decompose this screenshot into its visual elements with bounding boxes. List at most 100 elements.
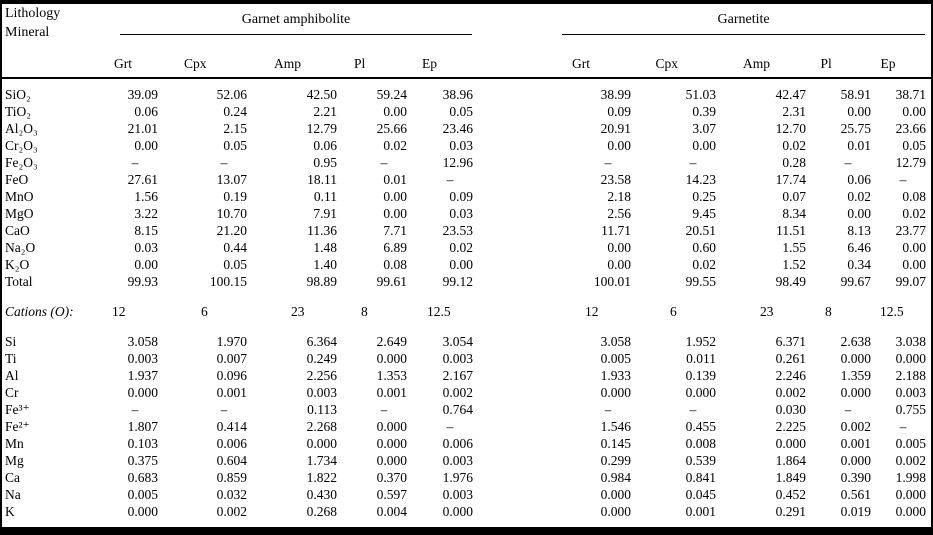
value: – — [899, 172, 907, 187]
value: – — [844, 155, 852, 170]
value-cell: 1.353 — [342, 367, 412, 384]
value-cell: 11.51 — [721, 222, 811, 239]
value: 1.40 — [313, 257, 337, 272]
value-cell: 0.004 — [342, 503, 412, 520]
value: – — [131, 155, 139, 170]
value-cell: 8 — [811, 290, 876, 330]
section-oxides: SiO₂ 39.09 52.06 42.50 59.24 38.96 38.99 51.03 4… — [2, 78, 931, 290]
value-cell: 23.46 — [412, 120, 478, 137]
value-cell: 42.47 — [721, 78, 811, 103]
value: 2.21 — [313, 104, 337, 119]
value: 0.299 — [600, 453, 632, 468]
value-cell: 0.06 — [112, 103, 162, 120]
section-cations: Si 3.058 1.970 6.364 2.649 3.054 3.058 1.952 6.3… — [2, 330, 931, 520]
value-cell: 59.24 — [342, 78, 412, 103]
row-label: TiO₂ — [5, 104, 31, 119]
value-cell: 0.683 — [112, 469, 162, 486]
value-cell: 98.89 — [252, 273, 342, 290]
value: – — [689, 155, 697, 170]
column-gap — [478, 401, 554, 418]
value-cell: 0.000 — [112, 503, 162, 520]
value: 7.71 — [383, 223, 407, 238]
value-cell: 1.807 — [112, 418, 162, 435]
value-cell: – — [811, 401, 876, 418]
value: 0.000 — [685, 385, 717, 400]
column-gap — [478, 486, 554, 503]
value-cell: 2.15 — [162, 120, 252, 137]
value-cell: 25.66 — [342, 120, 412, 137]
value-cell: 0.000 — [876, 350, 931, 367]
table-row: TiO₂ 0.06 0.24 2.21 0.00 0.05 0.09 0.39 2.31 0.00… — [2, 103, 931, 120]
value: 0.002 — [840, 419, 872, 434]
value: 0.02 — [692, 257, 717, 272]
value: 2.649 — [376, 334, 407, 349]
value: 98.89 — [306, 274, 337, 289]
value-cell: 0.003 — [112, 350, 162, 367]
mineral-column-label: Ep — [880, 56, 896, 71]
mineral-column-label: Cpx — [655, 56, 679, 71]
value-cell: 6.364 — [252, 330, 342, 350]
row-label: Cr₂O₃ — [5, 138, 38, 153]
value-cell: 0.000 — [342, 350, 412, 367]
row-label: Na₂O — [5, 240, 36, 255]
value: 51.03 — [685, 87, 717, 102]
value-cell: 1.546 — [554, 418, 636, 435]
value: 0.03 — [449, 206, 474, 221]
value-cell: 0.597 — [342, 486, 412, 503]
value-cell: 0.01 — [342, 171, 412, 188]
value-cell: 2.18 — [554, 188, 636, 205]
value: 0.005 — [600, 351, 632, 366]
mineral-label: Mineral — [5, 25, 50, 40]
mineral-column-header: Cpx — [162, 35, 252, 79]
column-gap — [478, 290, 554, 330]
column-gap — [478, 330, 554, 350]
value: 0.390 — [840, 470, 872, 485]
value-cell: 0.103 — [112, 435, 162, 452]
value-cell: 0.02 — [811, 188, 876, 205]
value: 0.003 — [306, 385, 337, 400]
value-cell: 7.91 — [252, 205, 342, 222]
value-cell: 0.045 — [636, 486, 721, 503]
mineral-column-label: Amp — [274, 56, 301, 71]
value: 0.09 — [449, 189, 474, 204]
value-cell: 0.000 — [554, 503, 636, 520]
table-row: Total 99.93 100.15 98.89 99.61 99.12 100.01 99.… — [2, 273, 931, 290]
value-cell: 0.24 — [162, 103, 252, 120]
value: 0.683 — [127, 470, 158, 485]
value: 0.00 — [607, 138, 632, 153]
value: 23.46 — [442, 121, 474, 136]
value: 100.01 — [593, 274, 632, 289]
value: 23 — [291, 304, 305, 319]
value: 0.07 — [782, 189, 807, 204]
value-cell: 2.256 — [252, 367, 342, 384]
column-gap — [478, 120, 554, 137]
value: 0.000 — [775, 436, 807, 451]
value-cell: 12.70 — [721, 120, 811, 137]
value-cell: – — [162, 154, 252, 171]
value: 0.02 — [383, 138, 407, 153]
value-cell: 3.07 — [636, 120, 721, 137]
table-row: Fe²⁺ 1.807 0.414 2.268 0.000 – 1.546 0.455 2.225… — [2, 418, 931, 435]
value: 0.11 — [313, 189, 337, 204]
row-label: Cations (O): — [5, 304, 74, 319]
value: 0.03 — [449, 138, 474, 153]
value: 0.008 — [685, 436, 717, 451]
value-cell: 98.49 — [721, 273, 811, 290]
value: 58.91 — [840, 87, 872, 102]
mineral-column-label: Cpx — [184, 56, 207, 71]
mineral-column-label: Pl — [820, 56, 832, 71]
value-cell: 0.841 — [636, 469, 721, 486]
row-label: Fe³⁺ — [5, 402, 30, 417]
value-cell: 0.07 — [721, 188, 811, 205]
value-cell: 21.20 — [162, 222, 252, 239]
value: 0.030 — [775, 402, 807, 417]
value-cell: 0.375 — [112, 452, 162, 469]
value: 0.02 — [449, 240, 474, 255]
column-gap — [478, 4, 554, 35]
value: 0.00 — [383, 104, 407, 119]
column-gap — [478, 222, 554, 239]
value-cell: 0.00 — [554, 137, 636, 154]
value: 8.34 — [782, 206, 807, 221]
value-cell: 1.952 — [636, 330, 721, 350]
value-cell: – — [412, 418, 478, 435]
